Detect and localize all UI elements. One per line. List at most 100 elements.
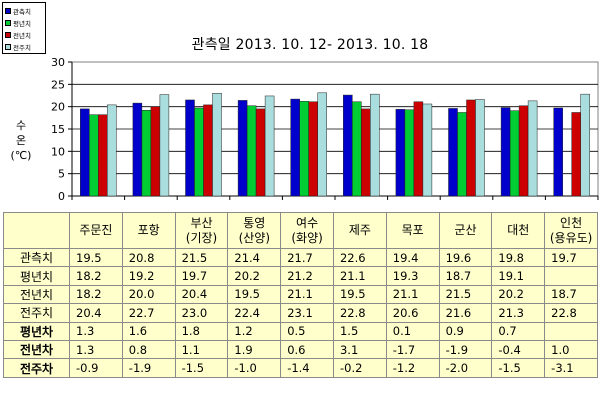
bar	[317, 92, 327, 197]
table-cell: -1.5	[491, 358, 546, 378]
table-column-header-text: 제주	[348, 223, 371, 237]
table-column-header-text: 인천	[560, 215, 583, 230]
table-cell	[544, 321, 598, 341]
table-column-header-text: (기장)	[185, 230, 218, 245]
table-row: 전년차 1.3 0.8 1.1 1.9 0.6 3.1 -1.7 -1.9 -0.4 1.0	[3, 339, 598, 360]
chart-title: 관측일 2013. 10. 12- 2013. 10. 18	[191, 37, 429, 53]
table-cell: 1.0	[544, 339, 598, 360]
table-cell: 21.1	[280, 284, 334, 305]
table-cell: 1.6	[121, 321, 176, 341]
bar	[448, 108, 458, 197]
table-column-header: 포항	[121, 212, 176, 249]
bar	[571, 112, 581, 197]
y-axis-label-line: 수	[15, 119, 27, 132]
table-cell: 21.5	[174, 247, 229, 268]
table-column-header-text: 주문진	[79, 223, 113, 237]
bar	[246, 105, 257, 197]
bar	[422, 103, 433, 197]
legend-swatch	[5, 32, 11, 38]
bar	[290, 98, 300, 197]
bar	[185, 99, 195, 197]
legend-swatch	[5, 44, 11, 50]
table-cell: 21.1	[385, 284, 440, 305]
bar	[264, 95, 275, 197]
table-column-header: 주문진	[69, 212, 123, 249]
table-cell: 19.8	[491, 247, 546, 268]
table-cell: 0.8	[121, 339, 176, 360]
y-axis-label-line: (℃)	[10, 149, 32, 162]
bar	[509, 110, 520, 197]
table-row-header: 전년치	[3, 284, 70, 305]
table-cell: -1.4	[280, 358, 334, 378]
bar	[361, 108, 371, 197]
table-cell: 20.2	[491, 284, 546, 305]
table-cell: 23.0	[174, 303, 229, 323]
bar	[527, 100, 538, 197]
table-column-header-text: 여수	[296, 215, 319, 230]
legend-item: 전년치	[5, 29, 43, 41]
table-row: 평년치 18.2 19.2 19.7 20.2 21.2 21.1 19.3 18.7 19.1	[3, 266, 598, 286]
legend-item: 평년치	[5, 17, 43, 29]
table-cell: -1.7	[385, 339, 440, 360]
table-cell: 3.1	[332, 339, 387, 360]
table-row-header: 평년차	[3, 321, 70, 341]
data-table: 주문진 포항 부산 (기장) 통영 (산양) 여수 (화양) 제주 목포 군산 대천 인천 (용유도) 관…	[3, 212, 598, 378]
table-cell: 0.7	[491, 321, 546, 341]
legend-item: 관측치	[5, 5, 43, 17]
table-cell: 22.7	[121, 303, 176, 323]
table-cell: 22.8	[332, 303, 387, 323]
table-cell: 23.1	[280, 303, 334, 323]
table-column-header: 여수 (화양)	[280, 212, 334, 249]
table-cell: 22.4	[227, 303, 282, 323]
bar-plot: 0 5 10 15 20 25 30	[51, 56, 599, 203]
y-tick-label: 0	[58, 190, 65, 203]
table-cell: 22.8	[544, 303, 598, 323]
table-column-header-text: 대천	[507, 223, 530, 237]
bar	[212, 93, 222, 197]
table-cell: 21.6	[438, 303, 493, 323]
table-cell: 21.4	[227, 247, 282, 268]
table-column-header: 부산 (기장)	[174, 212, 229, 249]
table-cell: 19.2	[121, 266, 176, 286]
table-cell: -2.0	[438, 358, 493, 378]
y-axis-label-line: 온	[15, 134, 27, 147]
table-cell: 19.5	[332, 284, 387, 305]
table-row: 관측치 19.5 20.8 21.5 21.4 21.7 22.6 19.4 19.6 19.8 1…	[3, 247, 598, 268]
bar	[299, 101, 309, 197]
table-cell: 20.2	[227, 266, 282, 286]
table-column-header-text: (용유도)	[549, 230, 593, 245]
table-cell: 19.5	[69, 247, 123, 268]
bar	[141, 109, 152, 197]
bar	[159, 94, 170, 197]
table-cell: 19.7	[174, 266, 229, 286]
bar	[343, 94, 353, 197]
table-cell: 18.7	[544, 284, 598, 305]
table-row: 평년차 1.3 1.6 1.8 1.2 0.5 1.5 0.1 0.9 0.7	[3, 321, 598, 341]
table-cell: 18.2	[69, 266, 123, 286]
bar	[132, 102, 143, 197]
table-cell: 20.0	[121, 284, 176, 305]
legend-label: 평년치	[13, 20, 31, 28]
y-tick-label: 10	[51, 145, 65, 158]
table-cell: 19.4	[385, 247, 440, 268]
y-axis-label: 수 온 (℃)	[10, 118, 32, 163]
table-row: 전주차 -0.9 -1.9 -1.5 -1.0 -1.4 -0.2 -1.2 -2.0 -1.5-…	[3, 358, 598, 378]
bar	[518, 105, 529, 197]
legend-label: 전주치	[13, 44, 31, 52]
table-cell: 1.9	[227, 339, 282, 360]
table-body: 관측치 19.5 20.8 21.5 21.4 21.7 22.6 19.4 19.6 19.8 1…	[3, 247, 598, 378]
bar	[308, 101, 318, 197]
table-column-header: 인천 (용유도)	[544, 212, 598, 249]
y-tick-label: 15	[51, 123, 65, 136]
table-cell: 21.7	[280, 247, 334, 268]
table-row-header: 전년차	[3, 339, 70, 360]
table-cell: 18.7	[438, 266, 493, 286]
bar	[255, 108, 266, 197]
table-column-header: 군산	[438, 212, 493, 249]
table-column-header-text: (산양)	[238, 230, 271, 245]
table-cell: 1.3	[69, 321, 123, 341]
y-tick-label: 5	[58, 168, 65, 181]
table-cell: 1.5	[332, 321, 387, 341]
y-tick-label: 25	[51, 78, 65, 91]
table-cell: -1.2	[385, 358, 440, 378]
